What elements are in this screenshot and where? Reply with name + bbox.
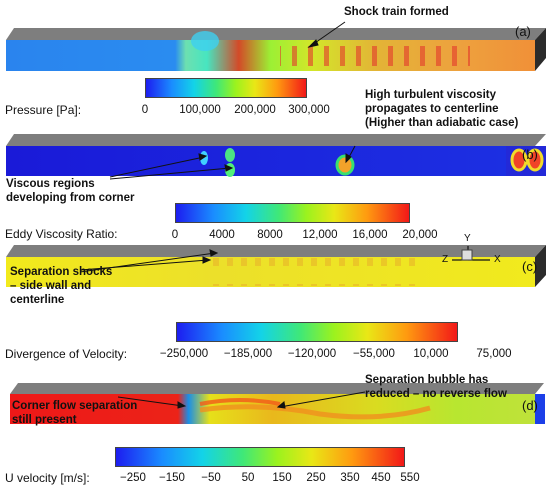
annotation-line: centerline <box>10 294 65 306</box>
colorbar-ticks-pressure: 0 100,000 200,000 300,000 <box>141 104 330 118</box>
duct-panel-b <box>6 134 546 177</box>
annotation-line: still present <box>12 414 77 426</box>
colorbar-ticks-divergence: −250,000 −185,000 −120,000 −55,000 10,00… <box>160 348 512 362</box>
tick-label: 450 <box>371 472 391 484</box>
tick-label: 100,000 <box>179 104 221 116</box>
tick-label: 550 <box>400 472 420 484</box>
annotation-line: Corner flow separation <box>12 400 138 412</box>
annotation-separation-shocks: Separation shocks – side wall and center… <box>10 265 112 307</box>
duct-c-shock-pattern <box>210 258 420 286</box>
panel-letter-a: (a) <box>515 24 531 39</box>
duct-panel-a <box>6 28 546 71</box>
duct-d-top-face <box>10 383 544 394</box>
duct-c-end-face <box>535 245 546 287</box>
colorbar-divergence <box>176 322 458 342</box>
axis-label-z: Z <box>442 254 449 265</box>
annotation-line: developing from corner <box>6 192 135 204</box>
tick-label: 0 <box>141 104 149 116</box>
colorbar-label-u-velocity: U velocity [m/s]: <box>5 471 90 485</box>
tick-label: −55,000 <box>353 348 395 360</box>
annotation-high-turbulent-viscosity: High turbulent viscosity propagates to c… <box>365 88 518 130</box>
tick-label: −250,000 <box>159 348 209 360</box>
annotation-line: reduced – no reverse flow <box>365 388 507 400</box>
annotation-line: Shock train formed <box>344 6 449 18</box>
duct-panel-c <box>6 245 546 287</box>
tick-label: 12,000 <box>302 229 338 241</box>
annotation-line: Viscous regions <box>6 178 95 190</box>
annotation-arrows <box>79 21 366 409</box>
colorbar-label-pressure: Pressure [Pa]: <box>5 103 82 117</box>
tick-label: 150 <box>272 472 292 484</box>
panel-letter-c: (c) <box>522 259 538 274</box>
tick-label: −185,000 <box>223 348 273 360</box>
colorbar-label-eddy-viscosity: Eddy Viscosity Ratio: <box>5 227 118 241</box>
tick-label: 10,000 <box>413 348 449 360</box>
colorbar-ticks-eddy-viscosity: 0 4000 8000 12,000 16,000 20,000 <box>171 229 438 243</box>
tick-label: −250 <box>120 472 146 484</box>
tick-label: 8000 <box>257 229 283 241</box>
annotation-line: – side wall and <box>10 280 92 292</box>
annotation-viscous-regions: Viscous regions developing from corner <box>6 177 134 205</box>
tick-label: 20,000 <box>402 229 438 241</box>
duct-panel-d <box>10 383 545 424</box>
duct-d-end-face <box>535 394 545 424</box>
panel-letter-b: (b) <box>522 147 538 162</box>
colorbar-label-divergence: Divergence of Velocity: <box>5 347 128 361</box>
axis-label-x: X <box>494 254 501 265</box>
tick-label: −150 <box>159 472 185 484</box>
axis-label-y: Y <box>464 233 471 244</box>
annotation-line: High turbulent viscosity <box>365 89 496 101</box>
tick-label: 200,000 <box>234 104 276 116</box>
annotation-separation-bubble: Separation bubble has reduced – no rever… <box>365 373 507 401</box>
annotation-corner-flow: Corner flow separation still present <box>12 399 137 427</box>
axes-triad <box>452 246 490 261</box>
annotation-shock-train: Shock train formed <box>344 5 449 19</box>
tick-label: 4000 <box>209 229 235 241</box>
colorbar-ticks-u-velocity: −250 −150 −50 50 150 250 350 450 550 <box>115 472 420 486</box>
tick-label: 75,000 <box>476 348 512 360</box>
duct-b-top-face <box>6 134 546 146</box>
duct-c-top-face <box>6 245 546 257</box>
tick-label: 300,000 <box>288 104 330 116</box>
tick-label: 16,000 <box>352 229 388 241</box>
tick-label: 50 <box>241 472 255 484</box>
annotation-line: propagates to centerline <box>365 103 499 115</box>
colorbar-u-velocity <box>115 447 405 467</box>
tick-label: −120,000 <box>287 348 337 360</box>
annotation-line: Separation bubble has <box>365 374 489 386</box>
annotation-line: Separation shocks <box>10 266 113 278</box>
duct-a-end-face <box>535 28 546 71</box>
tick-label: 250 <box>306 472 326 484</box>
tick-label: 350 <box>340 472 360 484</box>
colorbar-pressure <box>145 78 307 98</box>
annotation-line: (Higher than adiabatic case) <box>365 117 519 129</box>
tick-label: −50 <box>201 472 221 484</box>
panel-letter-d: (d) <box>522 398 538 413</box>
duct-a-top-face <box>6 28 546 40</box>
tick-label: 0 <box>171 229 179 241</box>
duct-b-side-face <box>6 146 506 176</box>
duct-a-shock-pattern <box>280 42 470 68</box>
colorbar-eddy-viscosity <box>175 203 410 223</box>
